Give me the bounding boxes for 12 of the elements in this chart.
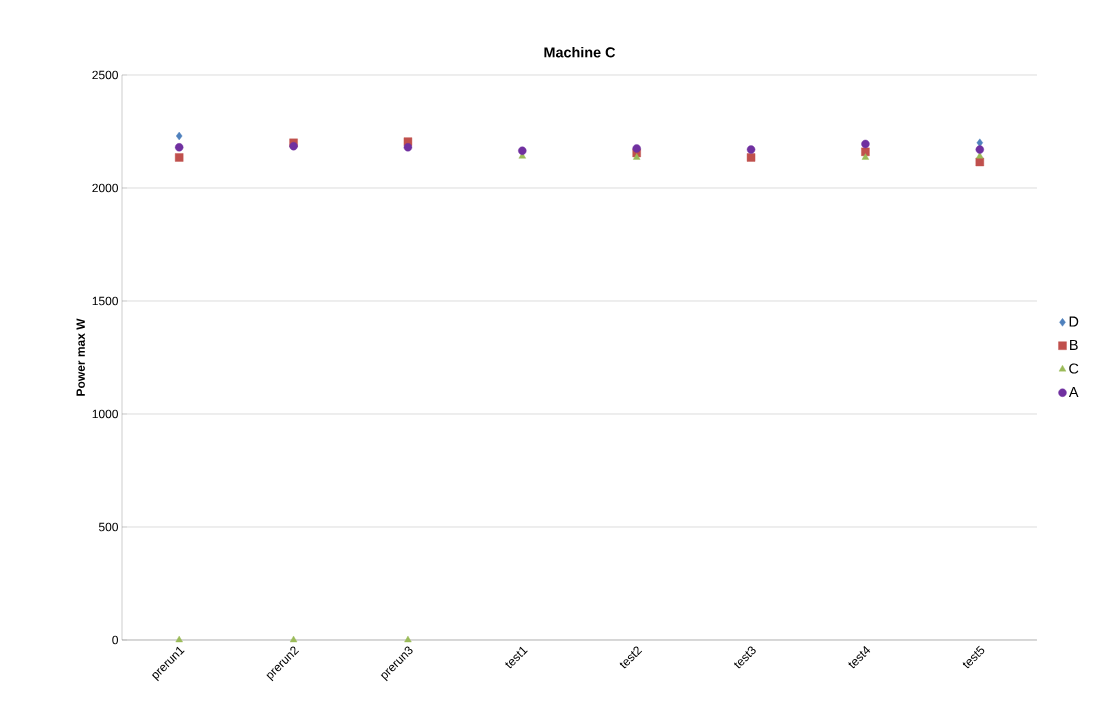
y-tick-label: 500 [98,522,118,532]
y-tick-label: 1500 [92,296,118,306]
y-tick-label: 2000 [92,183,118,193]
chart-title: Machine C [544,46,616,58]
y-tick-label: 2500 [92,70,118,80]
legend-label: A [1068,386,1079,397]
y-tick-label: 1000 [92,409,118,419]
legend-label: D [1069,316,1079,327]
legend-label: B [1070,340,1078,350]
legend-label: C [1069,363,1079,374]
y-tick-label: 0 [112,635,119,645]
y-axis-title: Power max W [76,318,85,396]
